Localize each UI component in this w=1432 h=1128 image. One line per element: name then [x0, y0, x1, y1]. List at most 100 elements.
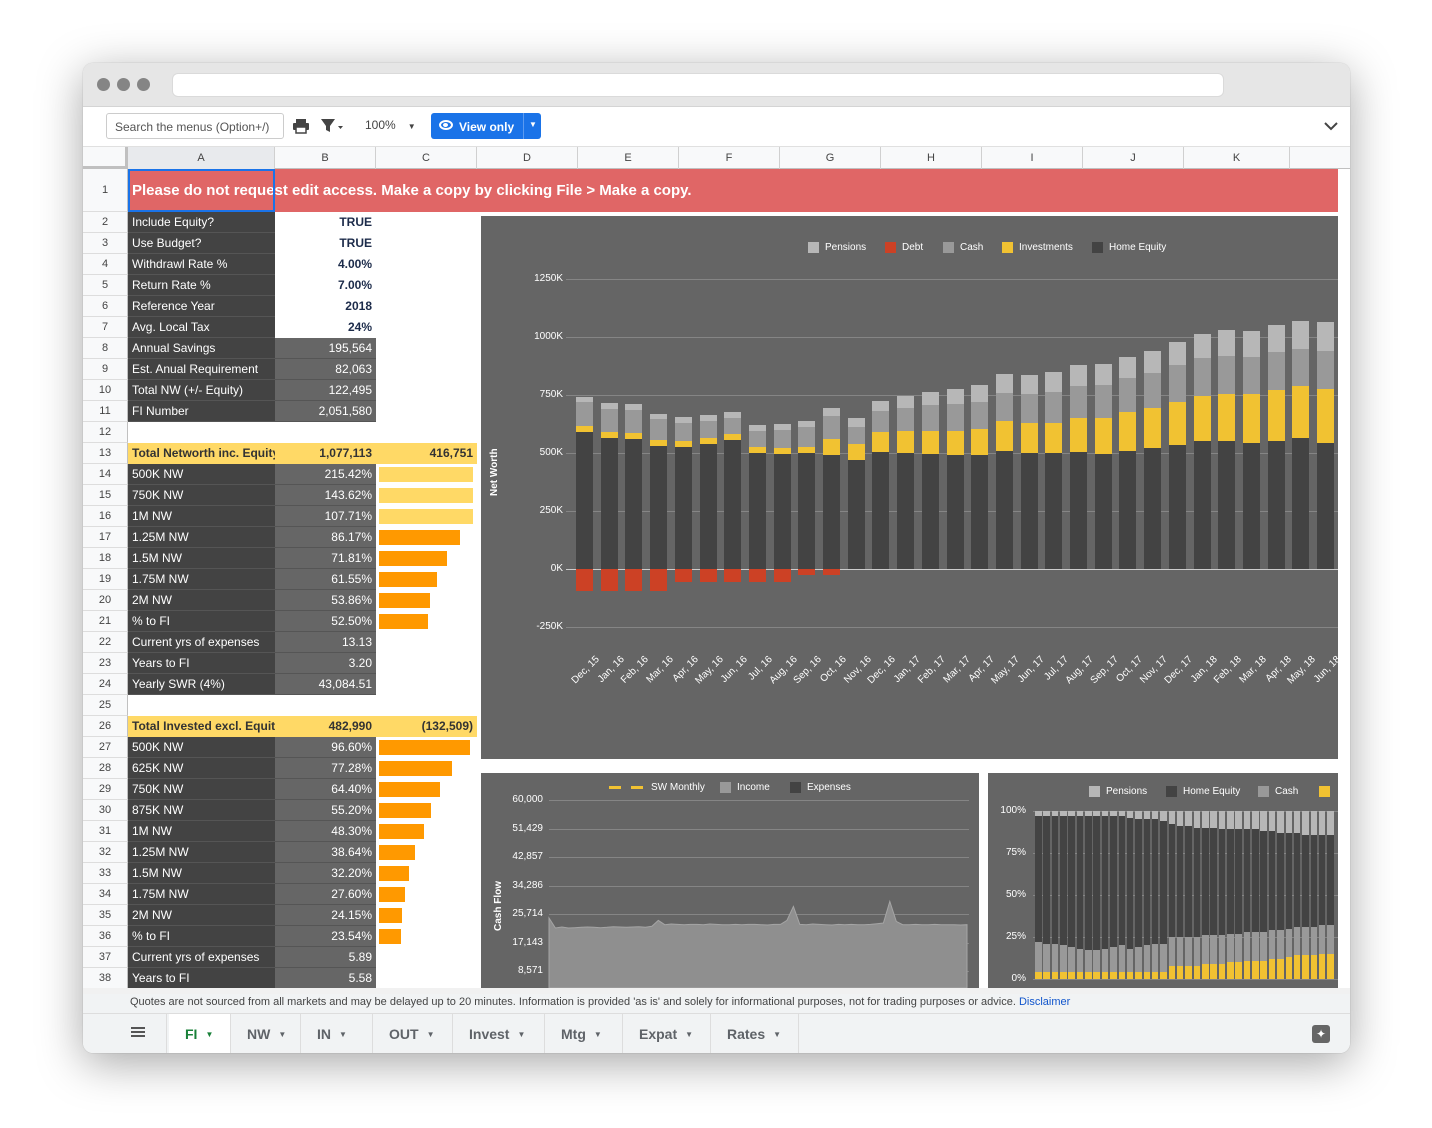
bar-pensions[interactable]: [847, 418, 865, 428]
bar-investments[interactable]: [1193, 396, 1211, 442]
bar-home-equity[interactable]: [1302, 834, 1309, 927]
bar-investments[interactable]: [1043, 972, 1050, 979]
bar-investments[interactable]: [823, 439, 840, 456]
legend-item[interactable]: Pensions: [1089, 786, 1147, 797]
bar-investments[interactable]: [1070, 418, 1087, 452]
bar-pensions[interactable]: [946, 389, 964, 405]
bar-cash[interactable]: [1327, 925, 1334, 954]
cell-value[interactable]: 71.81%: [275, 548, 376, 569]
row-header-23[interactable]: 23: [83, 653, 128, 674]
bar-investments[interactable]: [1202, 963, 1209, 979]
cell-value[interactable]: 195,564: [275, 338, 376, 359]
cell-value[interactable]: 55.20%: [275, 800, 376, 821]
bar-home-equity[interactable]: [1235, 829, 1242, 934]
chevron-down-icon[interactable]: ▼: [278, 1030, 287, 1039]
cell-label[interactable]: 500K NW: [128, 464, 275, 485]
row-header-4[interactable]: 4: [83, 254, 128, 275]
bar-pensions[interactable]: [1094, 363, 1112, 385]
bar-investments[interactable]: [1118, 972, 1125, 979]
bar-home-equity[interactable]: [773, 454, 791, 569]
bar-cash[interactable]: [1119, 377, 1137, 413]
bar-pensions[interactable]: [1310, 811, 1318, 835]
bar-cash[interactable]: [798, 427, 816, 448]
bar-investments[interactable]: [1093, 972, 1100, 979]
cell-value[interactable]: 24.15%: [275, 905, 376, 926]
sheet-grid[interactable]: Please do not request edit access. Make …: [83, 169, 1338, 988]
bar-home-equity[interactable]: [1126, 817, 1134, 949]
bar-investments[interactable]: [1101, 972, 1109, 979]
bar-pensions[interactable]: [1327, 811, 1334, 835]
bar-home-equity[interactable]: [1176, 826, 1184, 937]
bar-pensions[interactable]: [1260, 811, 1267, 832]
cell-label[interactable]: 750K NW: [128, 485, 275, 506]
cell-label[interactable]: 1.5M NW: [128, 548, 275, 569]
bar-home-equity[interactable]: [1168, 444, 1186, 569]
horizontal-scrollbar[interactable]: [83, 988, 1350, 994]
bar-home-equity[interactable]: [1051, 816, 1059, 944]
bar-cash[interactable]: [1110, 947, 1117, 973]
bar-home-equity[interactable]: [1035, 816, 1042, 943]
row-header-12[interactable]: 12: [83, 422, 128, 443]
bar-home-equity[interactable]: [1227, 829, 1234, 934]
legend-item[interactable]: SW Monthly: [609, 782, 705, 793]
bar-investments[interactable]: [724, 434, 742, 441]
cell-label[interactable]: Current yrs of expenses: [128, 632, 275, 653]
bar-investments[interactable]: [1242, 393, 1260, 443]
bar-cash[interactable]: [1317, 350, 1334, 390]
bar-investments[interactable]: [1110, 972, 1117, 979]
bar-cash[interactable]: [1160, 943, 1167, 973]
row-header-26[interactable]: 26: [83, 716, 128, 737]
bar-home-equity[interactable]: [724, 440, 742, 569]
bar-pensions[interactable]: [921, 391, 939, 406]
cell-input-value[interactable]: TRUE: [275, 233, 376, 254]
row-header-15[interactable]: 15: [83, 485, 128, 506]
bar-pensions[interactable]: [1093, 811, 1100, 817]
cell-value-c[interactable]: 416,751: [376, 443, 477, 464]
sheet-tab-out[interactable]: OUT ▼: [373, 1014, 453, 1053]
row-header-34[interactable]: 34: [83, 884, 128, 905]
cell-label[interactable]: 1.75M NW: [128, 884, 275, 905]
cell-label[interactable]: Est. Anual Requirement: [128, 359, 275, 380]
bar-investments[interactable]: [1260, 960, 1267, 979]
row-header-24[interactable]: 24: [83, 674, 128, 695]
cell-label[interactable]: Current yrs of expenses: [128, 947, 275, 968]
column-header-j[interactable]: J: [1083, 147, 1184, 169]
composition-percent-chart[interactable]: 100% 75% 50% 25% 0% Pensions Home Equity Cash: [988, 773, 1338, 988]
bar-pensions[interactable]: [699, 414, 717, 421]
bar-cash[interactable]: [1242, 356, 1260, 394]
row-header-28[interactable]: 28: [83, 758, 128, 779]
bar-home-equity[interactable]: [1210, 827, 1217, 936]
bar-investments[interactable]: [1068, 972, 1075, 979]
bar-cash[interactable]: [748, 430, 766, 448]
bar-home-equity[interactable]: [1293, 832, 1301, 927]
cell-value[interactable]: 482,990: [275, 716, 376, 737]
row-header-36[interactable]: 36: [83, 926, 128, 947]
bar-home-equity[interactable]: [1193, 441, 1211, 569]
bar-pensions[interactable]: [1193, 333, 1211, 358]
cell-label[interactable]: 2M NW: [128, 590, 275, 611]
sheet-tab-rates[interactable]: Rates ▼: [711, 1014, 799, 1053]
bar-investments[interactable]: [798, 447, 816, 453]
bar-home-equity[interactable]: [1076, 816, 1084, 949]
bar-pensions[interactable]: [576, 397, 593, 402]
bar-cash[interactable]: [1151, 943, 1159, 973]
bar-pensions[interactable]: [971, 384, 989, 402]
bar-pensions[interactable]: [897, 396, 915, 408]
bar-home-equity[interactable]: [625, 439, 643, 569]
sheet-tab-nw[interactable]: NW ▼: [231, 1014, 301, 1053]
bar-investments[interactable]: [1176, 965, 1184, 979]
cell-input-value[interactable]: 2018: [275, 296, 376, 317]
cell-value[interactable]: 32.20%: [275, 863, 376, 884]
bar-debt[interactable]: [600, 569, 618, 592]
bar-investments[interactable]: [1292, 385, 1310, 438]
cell-value[interactable]: 23.54%: [275, 926, 376, 947]
cell-value[interactable]: 5.58: [275, 968, 376, 988]
column-header-d[interactable]: D: [477, 147, 578, 169]
view-only-button[interactable]: View only ▼: [431, 113, 541, 139]
bar-cash[interactable]: [1210, 935, 1217, 964]
bar-investments[interactable]: [1302, 955, 1309, 979]
bar-cash[interactable]: [1168, 937, 1176, 966]
chevron-down-icon[interactable]: ▼: [205, 1030, 214, 1039]
bar-home-equity[interactable]: [1267, 441, 1285, 569]
bar-cash[interactable]: [1043, 943, 1050, 973]
